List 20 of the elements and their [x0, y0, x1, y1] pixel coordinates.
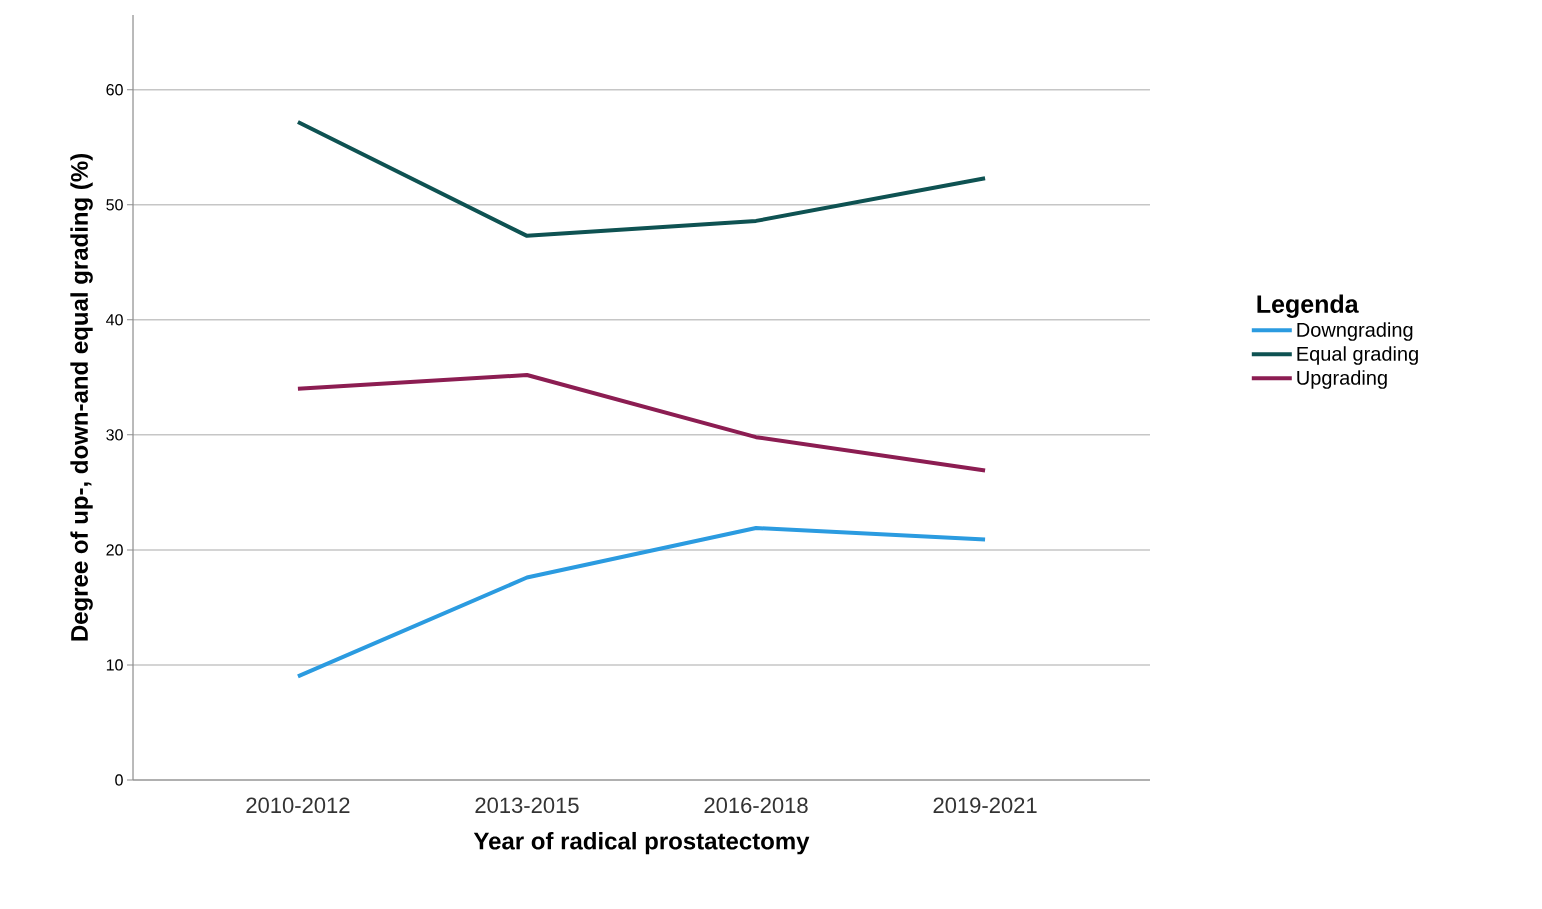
- x-tick-label: 2019-2021: [933, 797, 1037, 814]
- y-tick-label: 20: [106, 544, 123, 556]
- x-tick-label: 2016-2018: [704, 797, 808, 814]
- legend-title: Legenda: [1257, 294, 1359, 318]
- y-tick-label: 30: [106, 429, 123, 441]
- y-tick-label: 50: [106, 199, 123, 211]
- legend-label: Upgrading: [1297, 370, 1387, 389]
- x-tick-label: 2010-2012: [246, 797, 350, 814]
- x-tick-label: 2013-2015: [475, 797, 579, 814]
- x-axis-title: Year of radical prostatectomy: [473, 831, 810, 855]
- line-series: [295, 373, 988, 473]
- y-tick-label: 10: [106, 659, 123, 671]
- y-tick-label: 0: [115, 774, 123, 786]
- legend-label: Equal grading: [1297, 346, 1418, 365]
- y-tick-label: 60: [106, 84, 123, 96]
- line-series: [295, 526, 988, 679]
- line-series: [295, 119, 988, 238]
- y-axis-title: Degree of up-, down-and equal grading (%): [70, 154, 93, 641]
- legend-label: Downgrading: [1297, 322, 1413, 341]
- y-tick-label: 40: [106, 314, 123, 326]
